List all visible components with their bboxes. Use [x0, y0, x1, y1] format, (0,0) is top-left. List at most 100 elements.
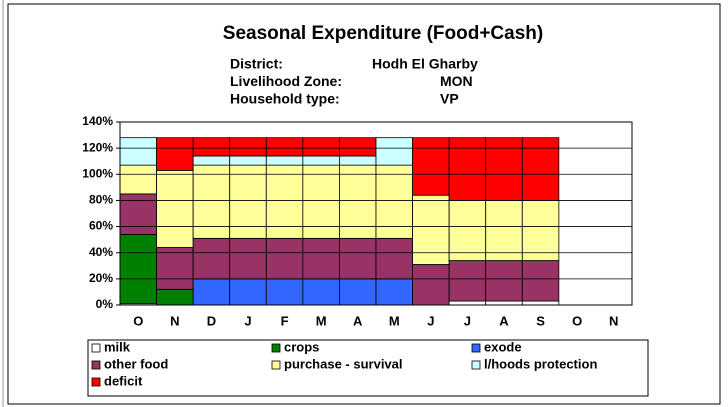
x-tick-label: M — [389, 313, 400, 328]
legend-swatch — [271, 343, 281, 353]
bar-segment — [339, 278, 377, 306]
bar-segment — [156, 288, 194, 306]
bar-segment — [119, 164, 157, 195]
bar-segment — [375, 237, 413, 280]
bar-segment — [265, 237, 304, 280]
bar-segment — [229, 164, 267, 239]
legend-label: milk — [104, 339, 131, 354]
legend-swatch — [471, 343, 481, 353]
legend-swatch — [271, 360, 281, 370]
bar-segment — [156, 247, 194, 290]
bar-segment — [119, 234, 157, 305]
bar-segment — [339, 237, 377, 280]
bar-segment — [302, 137, 340, 157]
legend-swatch — [91, 360, 101, 370]
bar-segment — [448, 137, 487, 201]
bar-segment — [339, 155, 377, 166]
x-tick-label: J — [464, 313, 471, 328]
info-value: VP — [440, 91, 459, 107]
bar-segment — [302, 237, 340, 280]
info-label: Livelihood Zone: — [230, 73, 342, 89]
bar-segment — [192, 164, 231, 239]
x-tick-label: A — [499, 313, 509, 328]
bar-segment — [192, 155, 231, 166]
legend-label: exode — [484, 339, 522, 354]
bar-segment — [448, 200, 487, 261]
info: District: Hodh El Gharby Livelihood Zone: M… — [230, 56, 478, 107]
info-value: MON — [440, 73, 473, 89]
x-tick-label: M — [316, 313, 327, 328]
legend-box — [87, 339, 649, 397]
bar-segment — [229, 137, 267, 157]
bar-segment — [485, 300, 523, 306]
legend-swatch — [91, 377, 101, 387]
y-tick-label: 120% — [82, 140, 113, 154]
plot-border — [119, 121, 633, 306]
bar-segment — [485, 200, 523, 261]
bar-segment — [521, 200, 560, 261]
bar-segment — [265, 155, 304, 166]
bar-segment — [412, 194, 450, 265]
legend: milk crops exode other food purchase - survi… — [91, 339, 597, 388]
y-tick-label: 80% — [89, 193, 113, 207]
legend-label: l/hoods protection — [484, 356, 597, 371]
bar-segment — [448, 300, 487, 306]
legend-label: deficit — [104, 373, 143, 388]
bar-segment — [229, 278, 267, 306]
bar-segment — [156, 137, 194, 171]
bar-segment — [448, 260, 487, 302]
y-tick-label: 40% — [89, 245, 113, 259]
bar-segment — [521, 300, 560, 306]
bar-segment — [192, 137, 231, 157]
legend-label: purchase - survival — [284, 356, 403, 371]
bar-segment — [119, 193, 157, 235]
bar-segment — [302, 155, 340, 166]
y-tick-label: 140% — [82, 114, 113, 128]
bar-segment — [265, 137, 304, 157]
x-tick-label: A — [353, 313, 363, 328]
bar-segment — [485, 137, 523, 201]
bar-segment — [302, 164, 340, 239]
legend-label: other food — [104, 356, 168, 371]
info-value: Hodh El Gharby — [372, 56, 478, 72]
x-tick-label: N — [170, 313, 179, 328]
bar-segment — [229, 237, 267, 280]
bar-segment — [412, 137, 450, 196]
x-tick-label: J — [427, 313, 434, 328]
bar-segment — [192, 237, 231, 280]
bar-segment — [521, 137, 560, 201]
x-tick-label: D — [207, 313, 216, 328]
legend-swatch — [471, 360, 481, 370]
x-tick-label: O — [133, 313, 143, 328]
y-tick-label: 0% — [96, 297, 114, 311]
legend-swatch — [91, 343, 101, 353]
bar-segment — [375, 137, 413, 166]
bar-segment — [521, 260, 560, 302]
bar-segment — [339, 164, 377, 239]
chart-title: Seasonal Expenditure (Food+Cash) — [223, 23, 543, 44]
bar-segment — [412, 264, 450, 306]
y-tick-label: 20% — [89, 271, 113, 285]
x-tick-label: O — [572, 313, 582, 328]
info-label: Household type: — [230, 91, 340, 107]
bar-segment — [265, 278, 304, 306]
y-tick-label: 100% — [82, 166, 113, 180]
info-label: District: — [230, 56, 283, 72]
bar-segment — [375, 164, 413, 239]
bar-segment — [156, 169, 194, 248]
x-tick-label: S — [536, 313, 545, 328]
x-tick-label: F — [281, 313, 289, 328]
plot: 0% 20% 40% 60% 80% 100% 120% 140% O N D J F M A M J J A S O N — [82, 114, 633, 328]
bar-segment — [119, 137, 157, 166]
legend-label: crops — [284, 339, 319, 354]
x-tick-label: N — [609, 313, 618, 328]
x-tick-label: J — [244, 313, 251, 328]
bar-segment — [339, 137, 377, 157]
bar-segment — [265, 164, 304, 239]
bar-segment — [229, 155, 267, 166]
bar-segment — [302, 278, 340, 306]
bar-segment — [375, 278, 413, 306]
bar-segment — [485, 260, 523, 302]
y-tick-label: 60% — [89, 219, 113, 233]
